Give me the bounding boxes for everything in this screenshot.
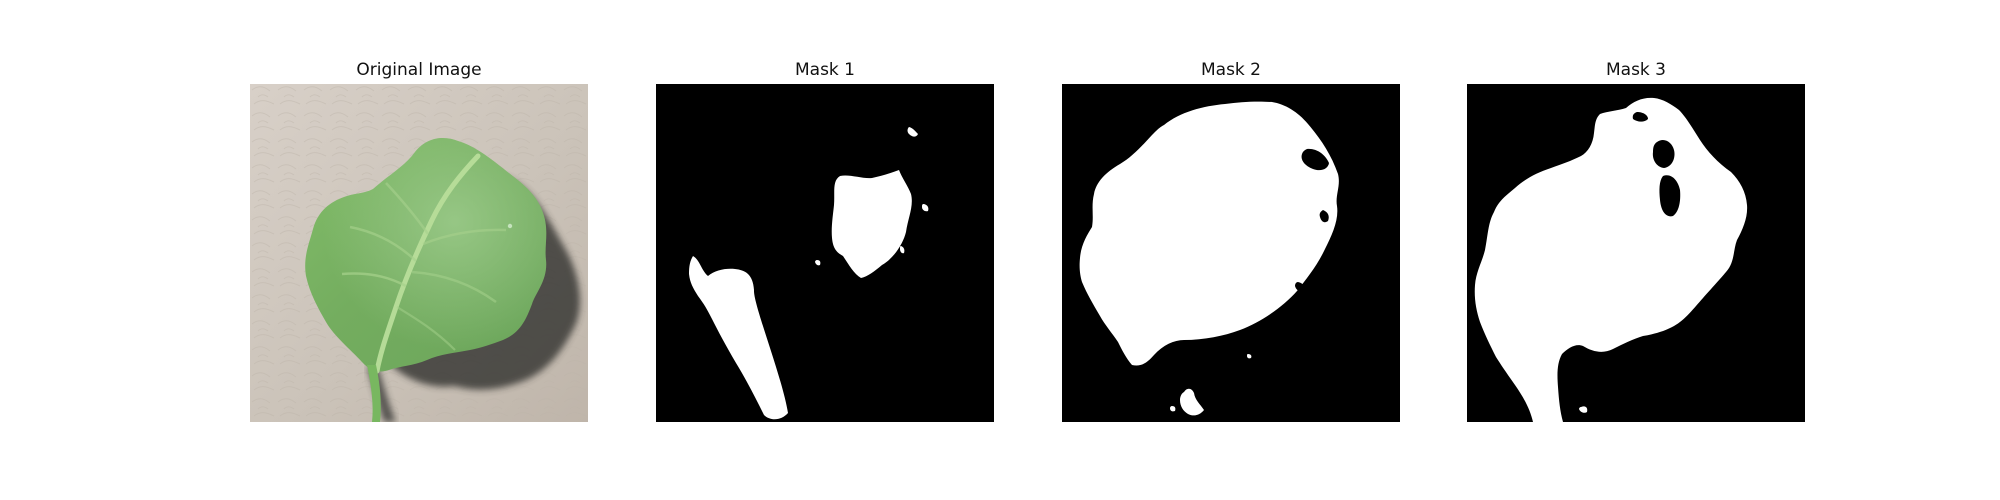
- leaf-reflection: [507, 223, 513, 229]
- leaf-vein-4: [422, 228, 507, 246]
- mask-2-hole-upper-right: [1301, 148, 1329, 171]
- mask-3-main-segment: [1474, 97, 1748, 422]
- mask-1-small-speckle-1: [907, 127, 918, 137]
- mask-1-background: [656, 84, 994, 422]
- mask-1-panel: [656, 84, 994, 422]
- original-image-panel: [250, 84, 588, 422]
- leaf-vein-3: [385, 182, 430, 235]
- leaf-midrib: [374, 153, 481, 374]
- mask-2-small-speck-1: [1247, 354, 1252, 359]
- leaf-stem: [367, 365, 381, 422]
- original-leaf-image: [250, 84, 588, 422]
- mask-1-left-segment: [689, 256, 788, 420]
- mask-3-hole-upper: [1652, 139, 1675, 168]
- original-image-title: Original Image: [356, 60, 482, 80]
- mask-2-small-speck-2: [1170, 406, 1176, 412]
- mask-2-panel: [1062, 84, 1400, 422]
- mask-1-title: Mask 1: [794, 60, 855, 80]
- leaf-vein-6: [396, 306, 456, 351]
- mask-3-bottom-speckles: [1579, 406, 1588, 413]
- mask-1-small-speckle-2: [922, 204, 929, 212]
- mask-3-small-hole-left: [1632, 112, 1648, 122]
- mask-2-title: Mask 2: [1200, 60, 1261, 80]
- mask-1-image: [656, 84, 994, 422]
- mask-3-image: [1467, 84, 1805, 422]
- mask-2-image: [1062, 84, 1400, 422]
- leaf-vein-2: [349, 225, 417, 262]
- mask-3-right-speckle: [1666, 221, 1672, 227]
- mask-1-small-speckle-4: [900, 246, 905, 254]
- mask-2-main-segment: [1079, 101, 1339, 366]
- leaf-vein-5: [411, 270, 497, 304]
- mask-2-lower-right-speckle: [1295, 282, 1305, 292]
- mask-3-panel: [1467, 84, 1805, 422]
- mask-1-top-right-segment: [831, 170, 912, 278]
- leaf-highlight: [305, 138, 547, 372]
- mask-1-small-speckle-3: [815, 260, 821, 266]
- leaf-vein-1: [341, 272, 407, 288]
- mask-2-bottom-fragment: [1180, 388, 1204, 416]
- mask-3-hole-lower: [1659, 175, 1681, 217]
- mask-3-title: Mask 3: [1605, 60, 1666, 80]
- mask-2-right-edge-notch: [1319, 210, 1329, 223]
